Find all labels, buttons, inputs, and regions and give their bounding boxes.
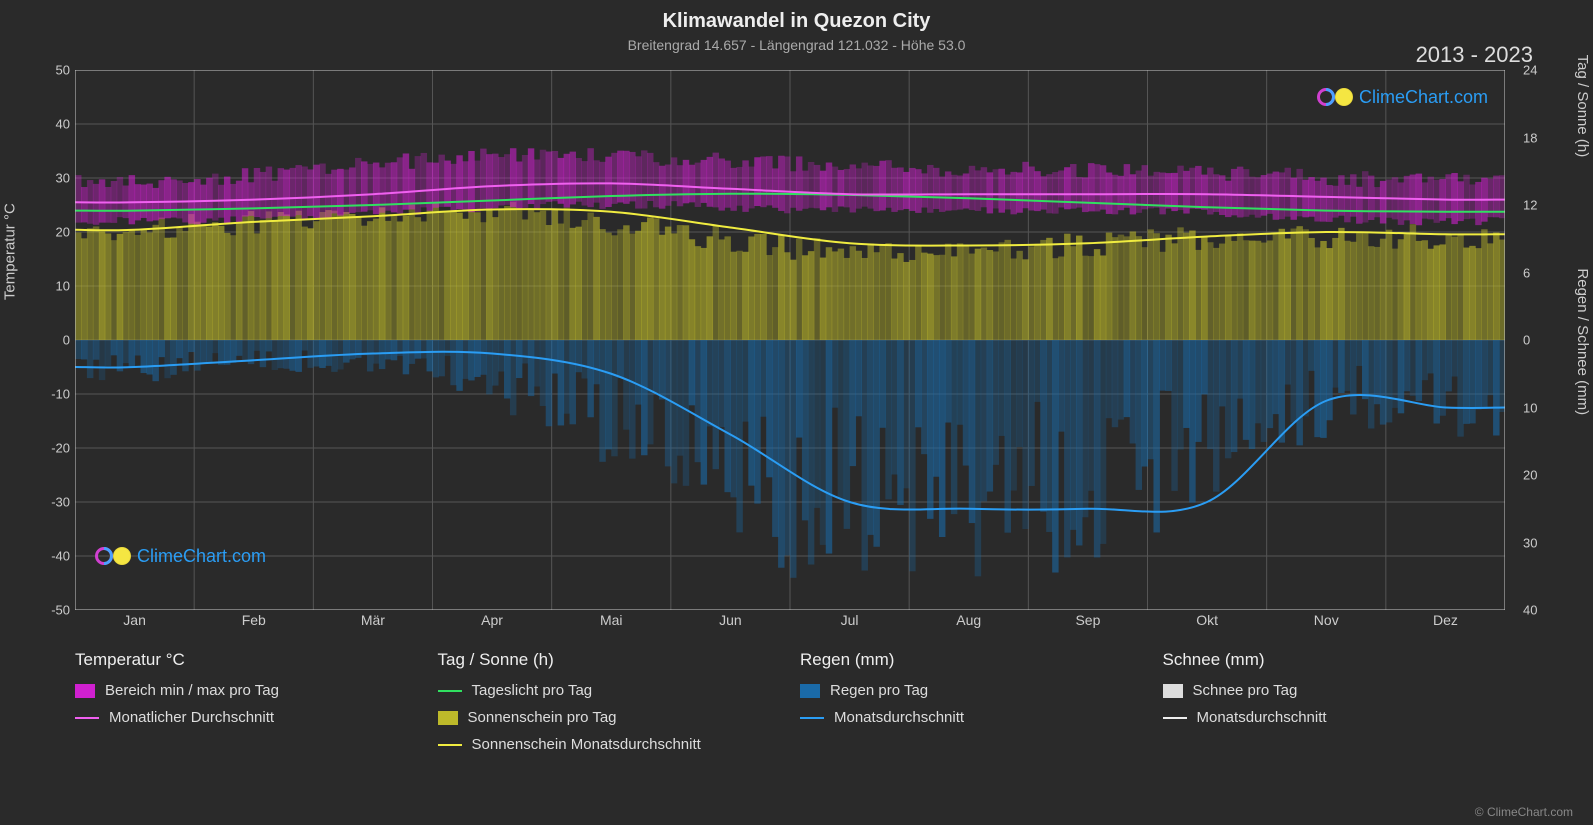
x-tick: Jun [719, 612, 742, 628]
y-left-tick: 40 [56, 117, 70, 132]
y-right-tick: 6 [1523, 265, 1530, 280]
legend-column: Temperatur °C Bereich min / max pro Tag Mo… [75, 650, 418, 763]
y-right-tick: 0 [1523, 333, 1530, 348]
watermark-text: ClimeChart.com [1359, 87, 1488, 108]
legend-swatch [800, 684, 820, 698]
legend-heading: Temperatur °C [75, 650, 418, 670]
legend-swatch [1163, 684, 1183, 698]
legend-swatch [438, 690, 462, 692]
y-right-tick: 30 [1523, 535, 1537, 550]
legend-column: Schnee (mm) Schnee pro Tag Monatsdurchschn… [1163, 650, 1506, 763]
plot-svg [75, 70, 1505, 610]
legend-heading: Schnee (mm) [1163, 650, 1506, 670]
chart-title: Klimawandel in Quezon City [0, 0, 1593, 33]
x-tick: Apr [481, 612, 503, 628]
legend-label: Tageslicht pro Tag [472, 682, 593, 699]
legend-item: Schnee pro Tag [1163, 682, 1506, 699]
x-tick: Nov [1314, 612, 1339, 628]
legend-swatch [1163, 717, 1187, 719]
climechart-logo-icon [1317, 86, 1353, 108]
legend-label: Monatsdurchschnitt [834, 709, 964, 726]
y-left-tick: 20 [56, 225, 70, 240]
y-left-tick: 30 [56, 171, 70, 186]
plot-area [75, 70, 1505, 610]
x-tick: Mär [361, 612, 385, 628]
legend-item: Monatsdurchschnitt [800, 709, 1143, 726]
y-left-tick: 10 [56, 279, 70, 294]
climechart-logo-icon [95, 545, 131, 567]
rain-fill [75, 340, 1505, 578]
legend-heading: Regen (mm) [800, 650, 1143, 670]
chart-subtitle: Breitengrad 14.657 - Längengrad 121.032 … [0, 33, 1593, 53]
y-left-tick: -10 [51, 387, 70, 402]
legend-label: Sonnenschein pro Tag [468, 709, 617, 726]
legend-swatch [800, 717, 824, 719]
legend-item: Bereich min / max pro Tag [75, 682, 418, 699]
legend-item: Regen pro Tag [800, 682, 1143, 699]
y-left-tick: -50 [51, 603, 70, 618]
x-tick: Mai [600, 612, 623, 628]
x-tick: Dez [1433, 612, 1458, 628]
legend-item: Tageslicht pro Tag [438, 682, 781, 699]
year-range: 2013 - 2023 [1416, 42, 1533, 68]
y-left-tick: 0 [63, 333, 70, 348]
legend-swatch [75, 717, 99, 719]
chart-container: Klimawandel in Quezon City Breitengrad 1… [0, 0, 1593, 825]
y-axis-right-bottom-label: Regen / Schnee (mm) [1575, 268, 1592, 415]
watermark-bottom-left: ClimeChart.com [95, 545, 266, 567]
x-tick: Aug [956, 612, 981, 628]
legend-item: Monatsdurchschnitt [1163, 709, 1506, 726]
copyright: © ClimeChart.com [1475, 805, 1573, 819]
y-axis-left-label: Temperatur °C [2, 203, 19, 300]
y-axis-right-ticks: 0612182410203040 [1523, 70, 1558, 610]
legend-column: Regen (mm) Regen pro Tag Monatsdurchschnit… [800, 650, 1143, 763]
y-right-tick: 10 [1523, 400, 1537, 415]
y-left-tick: -40 [51, 549, 70, 564]
x-tick: Jan [123, 612, 146, 628]
x-axis-ticks: Jan Feb Mär Apr Mai Jun Jul Aug Sep Okt Nov Dez [75, 612, 1505, 634]
legend-label: Monatlicher Durchschnitt [109, 709, 274, 726]
y-left-tick: -20 [51, 441, 70, 456]
x-tick: Jul [841, 612, 859, 628]
y-left-tick: 50 [56, 63, 70, 78]
y-left-tick: -30 [51, 495, 70, 510]
y-right-tick: 24 [1523, 63, 1537, 78]
watermark-text: ClimeChart.com [137, 546, 266, 567]
x-tick: Sep [1075, 612, 1100, 628]
legend-label: Bereich min / max pro Tag [105, 682, 279, 699]
x-tick: Feb [242, 612, 266, 628]
legend-label: Sonnenschein Monatsdurchschnitt [472, 736, 701, 753]
legend-item: Sonnenschein Monatsdurchschnitt [438, 736, 781, 753]
legend-label: Schnee pro Tag [1193, 682, 1298, 699]
legend-heading: Tag / Sonne (h) [438, 650, 781, 670]
legend-swatch [75, 684, 95, 698]
legend-swatch [438, 744, 462, 746]
y-right-tick: 40 [1523, 603, 1537, 618]
legend-label: Monatsdurchschnitt [1197, 709, 1327, 726]
y-right-tick: 20 [1523, 468, 1537, 483]
legend-column: Tag / Sonne (h) Tageslicht pro Tag Sonnens… [438, 650, 781, 763]
y-axis-left-ticks: -50-40-30-20-1001020304050 [35, 70, 70, 610]
legend-swatch [438, 711, 458, 725]
y-axis-right-top-label: Tag / Sonne (h) [1575, 55, 1592, 158]
x-tick: Okt [1196, 612, 1218, 628]
watermark-top-right: ClimeChart.com [1317, 86, 1488, 108]
legend: Temperatur °C Bereich min / max pro Tag Mo… [75, 650, 1505, 763]
y-right-tick: 18 [1523, 130, 1537, 145]
legend-label: Regen pro Tag [830, 682, 928, 699]
legend-item: Monatlicher Durchschnitt [75, 709, 418, 726]
y-right-tick: 12 [1523, 198, 1537, 213]
legend-item: Sonnenschein pro Tag [438, 709, 781, 726]
